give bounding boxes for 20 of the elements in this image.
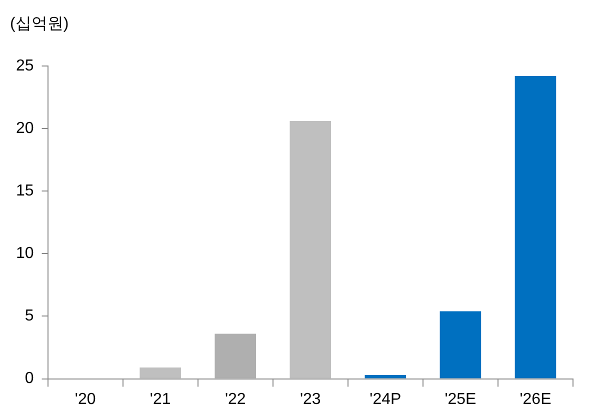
x-tick-label: '24P [370,390,402,408]
bar [290,121,332,378]
bar [364,375,406,378]
y-tick-label: 15 [16,182,34,200]
x-tick-label: '26E [520,390,552,408]
x-tick-label: '20 [74,390,96,408]
x-tick-label: '25E [444,390,476,408]
bar [514,76,556,378]
y-axis-title: (십억원) [10,15,69,32]
y-tick-label: 10 [16,245,34,262]
y-tick-label: 5 [24,308,34,325]
y-tick-label: 20 [16,120,34,137]
bar [140,368,181,378]
y-tick-label: 0 [24,370,34,388]
x-tick-label: '23 [300,390,321,408]
bar [214,334,256,378]
x-tick-label: '21 [150,390,171,408]
bar [440,311,482,378]
y-tick-label: 25 [16,57,34,74]
x-tick-label: '22 [224,390,246,408]
